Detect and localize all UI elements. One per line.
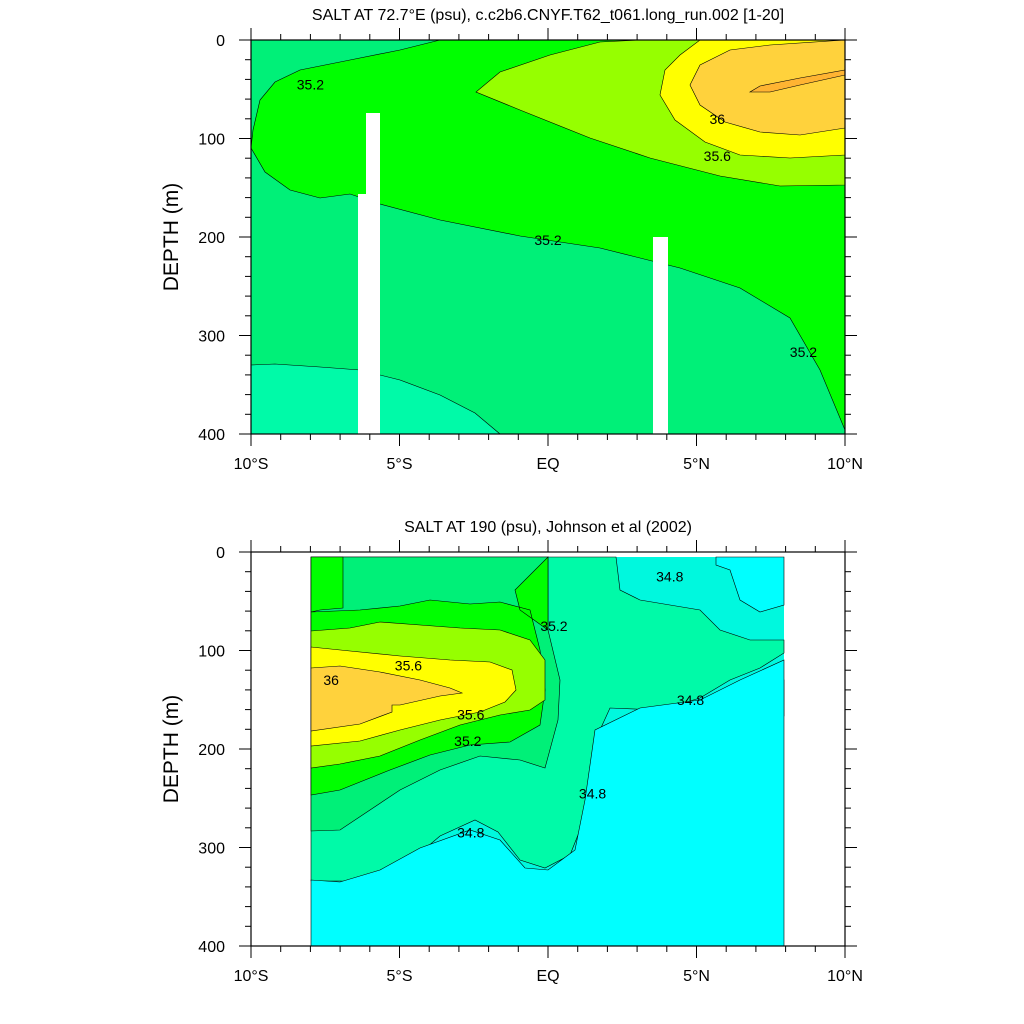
- mask-column-3: [653, 237, 668, 434]
- y-tick-label: 300: [198, 841, 225, 858]
- mask-column-2: [366, 113, 380, 434]
- panel-top-contour-labels: 35.2 36 35.6 35.2 35.2: [297, 76, 817, 360]
- x-tick-label: EQ: [536, 456, 559, 473]
- x-tick-label: 10°S: [234, 456, 269, 473]
- x-tick-label: 5°N: [683, 456, 710, 473]
- region-top-35-0-shallow: [250, 39, 441, 149]
- x-tick-label: 10°N: [827, 456, 863, 473]
- panel-bottom-ylabel: DEPTH (m): [160, 695, 183, 804]
- x-tick-label: 5°N: [683, 968, 710, 985]
- contour-label: 35.6: [704, 148, 731, 164]
- panel-bottom: SALT AT 190 (psu), Johnson et al (2002) …: [160, 519, 863, 985]
- contour-label: 34.8: [579, 785, 606, 801]
- x-tick-label: EQ: [536, 968, 559, 985]
- contour-label: 35.6: [457, 707, 484, 723]
- x-tick-label: 10°N: [827, 968, 863, 985]
- panel-top-ylabel: DEPTH (m): [160, 183, 183, 292]
- panel-bottom-contour-labels: 35.6 36 35.6 35.2 35.2 34.8 34.8 34.8 34.8: [323, 569, 704, 841]
- panel-bottom-plot: 35.6 36 35.6 35.2 35.2 34.8 34.8 34.8 34.8: [250, 551, 846, 947]
- contour-label: 35.2: [297, 76, 324, 92]
- x-tick-label: 10°S: [234, 968, 269, 985]
- contour-label: 35.6: [395, 657, 422, 673]
- y-tick-label: 100: [198, 132, 225, 149]
- contour-label: 35.2: [790, 344, 817, 360]
- panel-top-title: SALT AT 72.7°E (psu), c.c2b6.CNYF.T62_t0…: [312, 7, 784, 24]
- y-tick-label: 400: [198, 939, 225, 956]
- contour-label: 34.8: [677, 692, 704, 708]
- panel-top: SALT AT 72.7°E (psu), c.c2b6.CNYF.T62_t0…: [160, 7, 863, 473]
- y-tick-label: 0: [216, 33, 225, 50]
- mask-column-1: [358, 194, 367, 434]
- contour-label: 34.8: [656, 569, 683, 585]
- contour-label: 35.2: [540, 618, 567, 634]
- x-tick-label: 5°S: [387, 456, 413, 473]
- region-bottom-36-0: [310, 665, 464, 732]
- panel-bottom-title: SALT AT 190 (psu), Johnson et al (2002): [404, 519, 692, 536]
- y-tick-label: 200: [198, 742, 225, 759]
- y-tick-label: 300: [198, 329, 225, 346]
- panel-top-plot: 35.2 36 35.6 35.2 35.2: [250, 39, 846, 435]
- panel-bottom-axes: 10°S 5°S EQ 5°N 10°N 0 100 200 300 400: [198, 540, 863, 985]
- panel-top-axes: 10°S 5°S EQ 5°N 10°N 0 100 200 300 400: [198, 28, 863, 473]
- y-tick-label: 0: [216, 545, 225, 562]
- contour-label: 35.2: [534, 232, 561, 248]
- region-bottom-34-6-deep: [310, 659, 785, 947]
- y-tick-label: 100: [198, 644, 225, 661]
- y-tick-label: 400: [198, 427, 225, 444]
- contour-label: 36: [710, 111, 726, 127]
- contour-label: 34.8: [457, 825, 484, 841]
- contour-label: 36: [323, 672, 339, 688]
- region-top-36-0: [748, 69, 846, 93]
- contour-label: 35.2: [454, 733, 481, 749]
- y-tick-label: 200: [198, 230, 225, 247]
- x-tick-label: 5°S: [387, 968, 413, 985]
